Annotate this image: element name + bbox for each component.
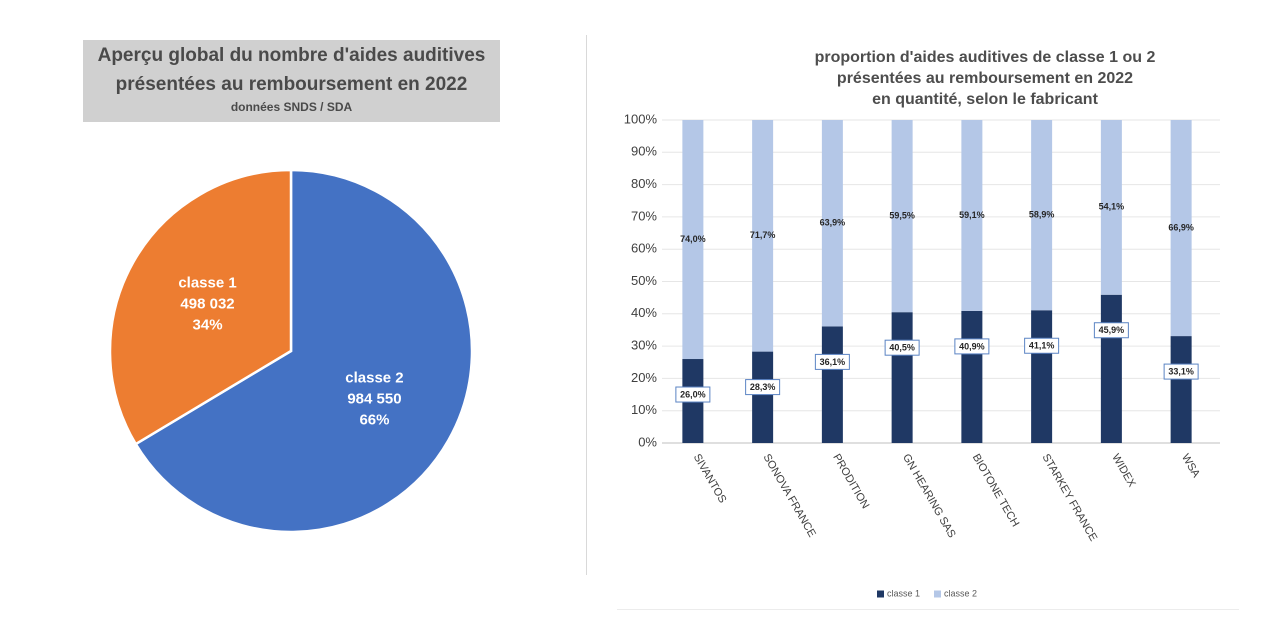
bar-classe-1-4 [891,312,913,443]
data-label-classe-1-2: 28,3% [750,382,776,392]
panel-divider [586,35,587,575]
bar-classe-1-3 [821,326,843,443]
pie-label-classe-2-name: classe 2 [345,369,403,386]
data-label-box-classe-1 [1163,363,1199,380]
data-label-classe-2-8: 66,9% [1168,222,1194,232]
x-category-label-3: PRODITION [830,452,871,511]
y-tick-label: 10% [631,402,657,417]
pie-label-classe-1-percent: 34% [193,317,223,334]
data-label-box-classe-1 [745,379,781,396]
x-category-label-4: GN HEARING SAS [900,452,958,540]
bar-classe-1-2 [752,351,774,443]
pie-title-box: Aperçu global du nombre d'aides auditive… [83,40,500,122]
y-tick-label: 40% [631,305,657,320]
bar-classe-2-4 [891,120,913,313]
y-tick-label: 90% [631,144,657,159]
data-label-classe-1-5: 40,9% [959,341,985,351]
pie-label-classe-1-value: 498 032 [180,296,234,313]
bar-classe-2-6 [1031,120,1053,311]
data-label-classe-1-7: 45,9% [1099,325,1125,335]
bar-classe-1-5 [961,310,983,443]
data-label-classe-1-3: 36,1% [820,357,846,367]
pie-label-classe-2-percent: 66% [359,411,389,428]
data-label-box-classe-1 [884,339,920,356]
data-label-classe-1-6: 41,1% [1029,341,1055,351]
x-category-label-7: WIDEX [1109,452,1138,490]
bar-classe-2-1 [682,120,704,360]
legend-swatch-2 [934,590,941,598]
x-category-label-1: SIVANTOS [691,452,729,505]
legend-label-2: classe 2 [944,588,977,598]
bar-title-line-2: présentées au remboursement en 2022 [837,70,1133,87]
pie-slice-classe-2 [134,168,474,534]
bar-classe-2-5 [961,120,983,311]
legend-label-1: classe 1 [887,588,920,598]
x-category-label-8: WSA [1179,452,1202,480]
y-tick-label: 0% [638,434,657,449]
y-tick-label: 20% [631,370,657,385]
pie-label-classe-1-name: classe 1 [178,275,236,292]
bar-classe-1-7 [1100,294,1122,443]
data-label-box-classe-1 [1024,337,1060,354]
stacked-bar-chart: proportion d'aides auditives de classe 1… [624,49,1220,598]
data-label-classe-2-3: 63,9% [820,218,846,228]
x-category-label-5: BIOTONE TECH [970,452,1021,529]
bar-classe-2-3 [821,120,843,327]
y-tick-label: 30% [631,338,657,353]
x-category-label-6: STARKEY FRANCE [1040,452,1100,543]
bar-classe-2-8 [1170,120,1192,337]
y-tick-label: 100% [624,111,658,126]
bar-classe-2-7 [1100,120,1122,295]
legend-swatch-1 [877,590,884,598]
data-label-classe-2-5: 59,1% [959,210,985,220]
data-label-classe-2-1: 74,0% [680,234,706,244]
pie-title-line-2: présentées au remboursement en 2022 [115,74,468,95]
data-label-box-classe-1 [1093,322,1129,339]
data-label-classe-1-8: 33,1% [1168,366,1194,376]
y-tick-label: 50% [631,273,657,288]
y-tick-label: 80% [631,176,657,191]
bar-title-line-1: proportion d'aides auditives de classe 1… [815,49,1156,66]
data-label-box-classe-1 [675,386,711,403]
data-label-classe-1-4: 40,5% [889,343,915,353]
bar-classe-2-2 [752,120,774,352]
pie-subtitle: données SNDS / SDA [230,100,353,114]
bottom-divider [617,609,1239,610]
y-tick-label: 70% [631,208,657,223]
data-label-classe-2-7: 54,1% [1099,202,1125,212]
bar-title-line-3: en quantité, selon le fabricant [872,91,1098,108]
data-label-classe-2-6: 58,9% [1029,209,1055,219]
data-label-classe-2-2: 71,7% [750,230,776,240]
pie-chart-panel: Aperçu global du nombre d'aides auditive… [0,0,585,639]
y-tick-label: 60% [631,241,657,256]
pie-slice-classe-1 [108,168,293,446]
data-label-box-classe-1 [954,338,990,355]
data-label-classe-1-1: 26,0% [680,389,706,399]
pie-label-classe-2-value: 984 550 [347,390,401,407]
pie-chart: classe 2 984 550 66% classe 1 498 032 34% [108,168,474,534]
pie-title-line-1: Aperçu global du nombre d'aides auditive… [97,45,486,66]
data-label-box-classe-1 [814,353,850,370]
bar-classe-1-8 [1170,336,1192,443]
data-label-classe-2-4: 59,5% [889,210,915,220]
x-category-label-2: SONOVA FRANCE [761,452,818,539]
bar-classe-1-6 [1031,310,1053,443]
